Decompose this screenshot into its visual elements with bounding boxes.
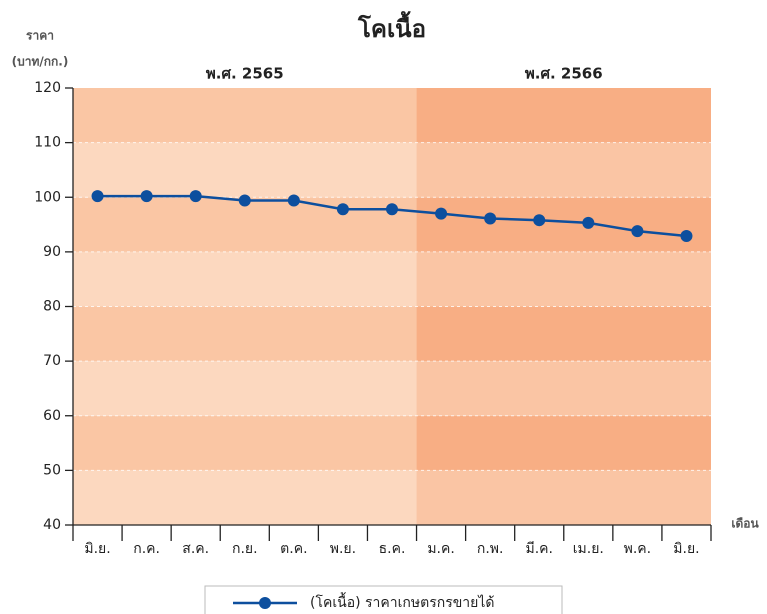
period-band (73, 251, 417, 307)
y-tick-label: 70 (43, 353, 61, 369)
period-band (73, 415, 417, 471)
data-point (631, 225, 644, 238)
x-tick-label: ธ.ค. (379, 541, 406, 557)
period-band (416, 361, 711, 416)
y-tick-label: 110 (34, 135, 61, 151)
y-tick-label: 120 (34, 80, 61, 96)
data-point (484, 212, 497, 225)
data-point (582, 216, 595, 229)
y-axis-label: ราคา (26, 29, 54, 43)
y-tick-label: 80 (43, 299, 61, 315)
data-point (287, 194, 300, 207)
x-tick-label: ม.ค. (427, 541, 455, 557)
legend-marker (259, 597, 271, 609)
x-tick-label: พ.ค. (624, 541, 652, 557)
period-band (416, 470, 711, 525)
x-tick-label: มี.ค. (525, 541, 553, 557)
x-tick-label: ก.พ. (477, 541, 504, 557)
y-tick-label: 50 (43, 462, 61, 478)
period-band (73, 470, 417, 525)
y-tick-label: 90 (43, 244, 61, 260)
x-tick-label: ส.ค. (182, 541, 209, 557)
period-band (73, 142, 417, 198)
period-band (416, 251, 711, 307)
data-point (386, 203, 398, 216)
x-tick-label: เม.ย. (573, 541, 604, 557)
data-point (91, 190, 104, 203)
data-point (680, 230, 693, 243)
period-band (73, 361, 417, 416)
y-tick-label: 100 (34, 189, 61, 205)
chart-title: โคเนื้อ (357, 10, 426, 43)
period-band (416, 88, 711, 143)
period-band (73, 306, 417, 362)
data-point (336, 203, 349, 216)
data-point (189, 190, 202, 203)
x-tick-label: ก.ค. (133, 541, 160, 557)
data-point (435, 207, 448, 220)
x-tick-label: ต.ค. (280, 541, 307, 557)
x-tick-label: มิ.ย. (84, 541, 110, 557)
period-label: พ.ศ. 2566 (525, 65, 603, 83)
period-band (73, 88, 417, 143)
data-point (533, 214, 546, 227)
y-axis-label: (บาท/กก.) (12, 55, 69, 69)
period-band (416, 197, 711, 252)
legend-label: (โคเนื้อ) ราคาเกษตรกรขายได้ (310, 592, 495, 611)
x-tick-label: มิ.ย. (673, 541, 699, 557)
x-tick-label: ก.ย. (232, 541, 258, 557)
period-band (416, 142, 711, 198)
period-label: พ.ศ. 2565 (206, 65, 284, 83)
x-tick-label: พ.ย. (330, 541, 356, 557)
period-band (416, 415, 711, 471)
y-tick-label: 60 (43, 408, 61, 424)
data-point (238, 194, 251, 207)
data-point (140, 190, 153, 203)
y-tick-label: 40 (43, 517, 61, 533)
x-axis-label: เดือน (731, 517, 759, 531)
period-band (416, 306, 711, 362)
